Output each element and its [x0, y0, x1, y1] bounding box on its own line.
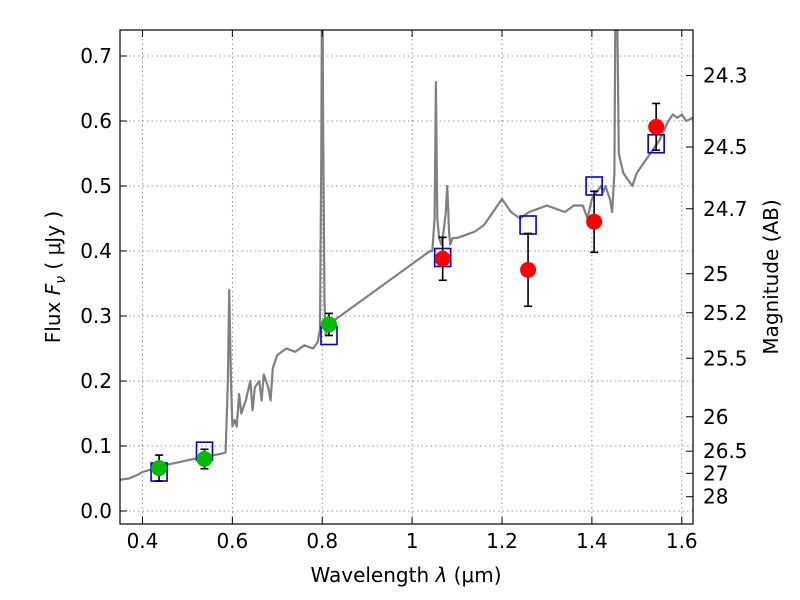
nir-data-point — [434, 250, 451, 267]
y-tick-label: 0.3 — [80, 304, 112, 328]
optical-data-point — [196, 451, 213, 467]
x-tick-label: 0.8 — [306, 529, 338, 553]
x-tick-label: 1.2 — [486, 529, 518, 553]
y-tick-label: 0.7 — [80, 44, 112, 68]
y2-tick-label: 24.7 — [703, 197, 748, 221]
y2-tick-label: 25.5 — [703, 346, 748, 370]
x-tick-label: 1 — [406, 529, 419, 553]
ticks: 0.4 0.6 0.8 1 1.2 1.4 1.6 0.0 0.1 0.2 0.3 0.4 0.5 0.6… — [80, 30, 748, 553]
y2-tick-label: 25.2 — [703, 301, 748, 325]
spectrum-layer — [120, 30, 693, 481]
x-tick-label: 1.6 — [666, 529, 698, 553]
x-tick-label: 1.4 — [576, 529, 608, 553]
x-axis-title: Wavelength λ (μm) — [310, 563, 501, 587]
y-tick-label: 0.1 — [80, 434, 112, 458]
y2-tick-label: 27 — [703, 461, 728, 485]
points-layer — [150, 102, 665, 482]
plot-frame — [119, 29, 694, 525]
spectrum-line — [120, 30, 693, 481]
nir-data-point — [648, 118, 665, 135]
y2-tick-label: 26 — [703, 405, 728, 429]
y2-tick-label: 24.5 — [703, 135, 748, 159]
y2-tick-label: 25 — [703, 262, 728, 286]
y-tick-label: 0.0 — [80, 499, 112, 523]
x-tick-label: 0.6 — [216, 529, 248, 553]
y2-axis-title: Magnitude (AB) — [759, 199, 783, 354]
y-tick-label: 0.6 — [80, 109, 112, 133]
y-tick-label: 0.2 — [80, 369, 112, 393]
x-tick-label: 0.4 — [127, 529, 159, 553]
y2-tick-label: 28 — [703, 485, 728, 509]
nir-data-point — [520, 261, 537, 278]
y-tick-label: 0.4 — [80, 239, 112, 263]
y-axis-title: Flux Fν ( μJy ) — [41, 211, 69, 343]
model-photometry-square — [519, 215, 537, 235]
optical-data-point — [320, 316, 337, 333]
y-tick-label: 0.5 — [80, 174, 112, 198]
nir-data-point — [586, 213, 603, 230]
y2-tick-label: 26.5 — [703, 439, 748, 463]
y2-tick-label: 24.3 — [703, 64, 748, 88]
optical-data-point — [151, 460, 168, 477]
